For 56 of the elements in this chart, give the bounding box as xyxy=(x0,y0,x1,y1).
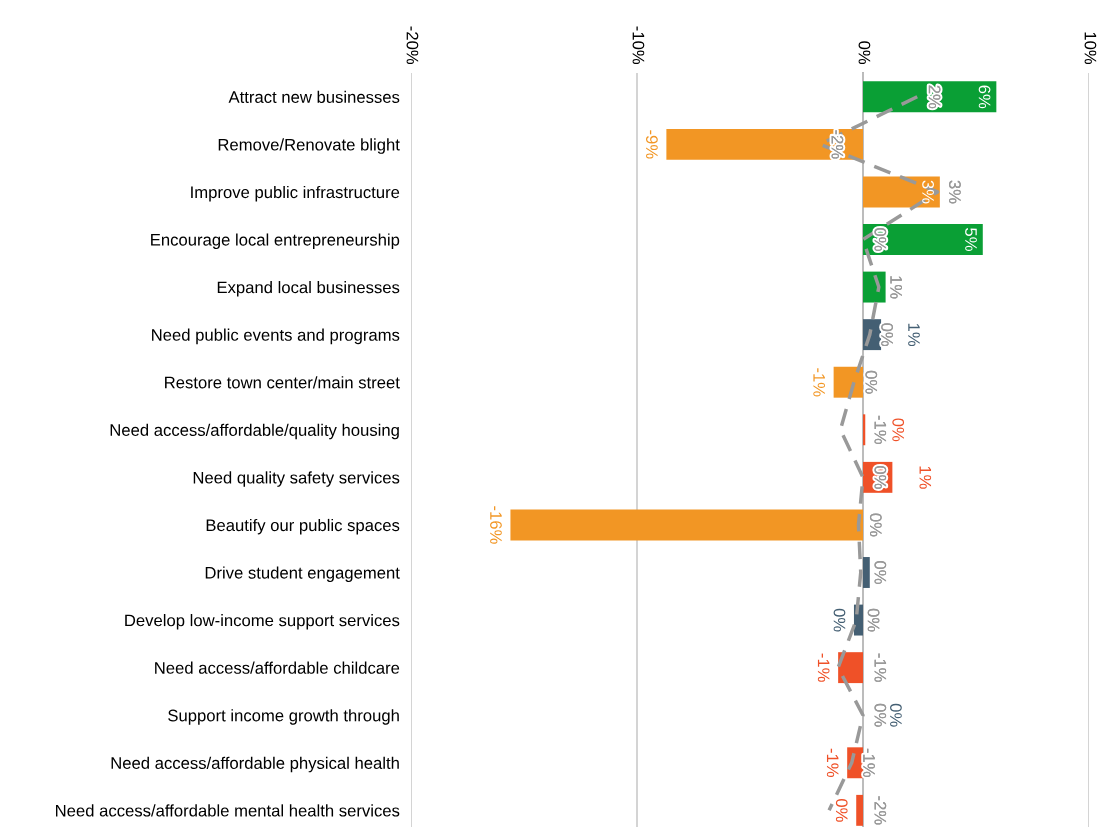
data-label: -1% xyxy=(813,368,825,397)
data-label: -1% xyxy=(874,415,887,445)
data-label: 0% xyxy=(874,465,887,489)
data-label: 1% xyxy=(919,466,932,489)
y-tick-label: Attract new businesses xyxy=(228,90,400,103)
y-tick-label: Need public events and programs xyxy=(152,328,400,345)
y-tick-label: Develop low-income support services xyxy=(125,614,400,630)
data-label: 0% xyxy=(867,608,880,632)
data-label: 0% xyxy=(869,513,882,537)
x-tick-label: -10% xyxy=(632,26,645,65)
data-label: 3% xyxy=(922,180,934,204)
data-label: 0% xyxy=(874,228,887,251)
data-label: 2% xyxy=(928,85,941,109)
y-tick-label: Need access/affordable physical health xyxy=(111,756,399,773)
bar xyxy=(863,176,940,208)
data-label: 0% xyxy=(892,418,905,442)
data-label: 0% xyxy=(874,703,887,727)
bar xyxy=(856,794,863,826)
data-label: 5% xyxy=(965,228,977,251)
y-tick-label: Need access/affordable mental health services xyxy=(56,804,400,817)
data-label: 1% xyxy=(908,323,920,347)
data-label: 0% xyxy=(833,608,846,632)
y-tick-label: Need access/affordable/quality housing xyxy=(110,423,399,440)
data-label: 0% xyxy=(881,323,894,347)
x-tick-label: -20% xyxy=(406,26,419,65)
y-tick-label: Support income growth through xyxy=(168,709,399,725)
bar xyxy=(510,509,863,541)
y-tick-label: Improve public infrastructure xyxy=(191,185,400,202)
y-tick-label: Encourage local entrepreneurship xyxy=(151,233,400,249)
bar xyxy=(863,557,870,588)
data-label: 0% xyxy=(865,370,878,394)
data-label: 0% xyxy=(874,561,887,584)
bar xyxy=(833,366,863,398)
data-label: -9% xyxy=(646,130,658,159)
data-label: -16% xyxy=(490,506,502,544)
data-label: -1% xyxy=(817,653,830,682)
bar xyxy=(863,271,886,303)
data-label: -1% xyxy=(826,748,839,778)
x-tick-label: 10% xyxy=(1084,32,1097,65)
y-tick-label: Beautify our public spaces xyxy=(206,518,400,535)
data-label: 3% xyxy=(949,180,961,204)
bar xyxy=(666,128,863,160)
data-label: -1% xyxy=(863,748,875,778)
data-label: -2% xyxy=(874,796,887,825)
data-label: -1% xyxy=(874,653,887,682)
y-tick-label: Restore town center/main street xyxy=(165,376,400,389)
y-tick-label: Expand local businesses xyxy=(217,281,400,297)
y-tick-label: Need quality safety services xyxy=(193,471,400,487)
data-label: 0% xyxy=(835,798,848,822)
y-tick-label: Remove/Renovate blight xyxy=(218,138,400,154)
y-tick-label: Drive student engagement xyxy=(205,566,400,582)
data-label: 6% xyxy=(978,85,991,109)
x-tick-label: 0% xyxy=(858,41,871,65)
y-tick-label: Need access/affordable childcare xyxy=(155,661,400,674)
data-label: 0% xyxy=(890,703,902,727)
data-label: 1% xyxy=(890,276,902,299)
